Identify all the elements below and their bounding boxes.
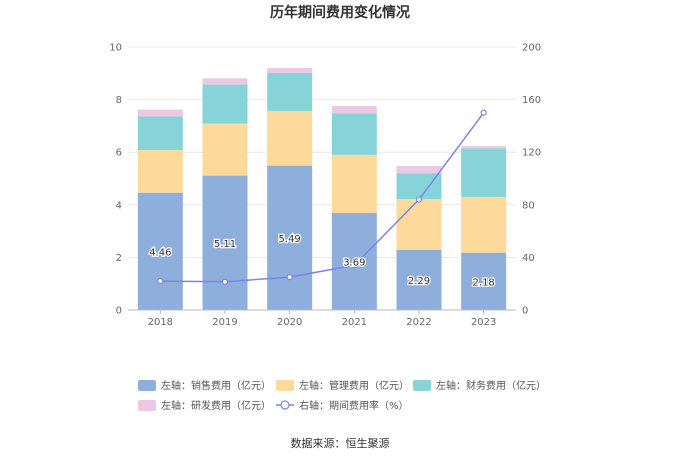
chart-legend: 左轴：销售费用（亿元） 左轴：管理费用（亿元） 左轴：财务费用（亿元） 左轴：研发费用… bbox=[138, 379, 546, 412]
right-y-tick-label: 40 bbox=[522, 253, 535, 264]
bar-segment-series-1 bbox=[202, 175, 248, 310]
left-y-tick-label: 4 bbox=[116, 200, 122, 211]
chart-title: 历年期间费用变化情况 bbox=[270, 4, 410, 21]
bar-segment-series-3 bbox=[202, 84, 248, 124]
left-y-axis: 0 2 4 6 8 10 bbox=[109, 43, 122, 317]
rate-line-point bbox=[351, 262, 358, 269]
legend-label: 左轴：财务费用（亿元） bbox=[436, 379, 546, 392]
bar-segment-series-2 bbox=[267, 110, 313, 166]
bar-segment-series-1 bbox=[137, 192, 183, 310]
bar-segment-series-3 bbox=[331, 113, 377, 155]
bar-value-label: 4.46 bbox=[149, 247, 171, 258]
rate-line-point bbox=[480, 109, 487, 116]
bar-segment-series-3 bbox=[461, 148, 507, 197]
rate-line-point bbox=[415, 196, 423, 203]
bar-value-label: 3.69 bbox=[343, 257, 365, 268]
bar-segment-series-4 bbox=[396, 165, 442, 174]
legend-label: 右轴：期间费用率（%） bbox=[299, 399, 409, 412]
legend-label: 左轴：管理费用（亿元） bbox=[299, 379, 409, 392]
x-axis-tick-label: 2023 bbox=[471, 317, 496, 328]
legend-label: 左轴：销售费用（亿元） bbox=[161, 379, 271, 392]
legend-swatch bbox=[138, 380, 156, 391]
rate-line-point bbox=[221, 278, 229, 285]
bar-segment-series-2 bbox=[331, 154, 377, 213]
bar-segment-series-1 bbox=[461, 252, 507, 310]
bar-segment-series-2 bbox=[461, 196, 507, 253]
right-y-axis: 0 40 80 120 160 200 bbox=[522, 43, 541, 317]
legend-label: 左轴：研发费用（亿元） bbox=[161, 399, 271, 412]
x-axis: 2018 2019 2020 2021 2022 2023 bbox=[128, 309, 516, 328]
expense-rate-line bbox=[157, 109, 487, 285]
bar-segment-series-1 bbox=[396, 249, 442, 310]
x-axis-tick-label: 2018 bbox=[148, 317, 173, 328]
bar-segment-series-4 bbox=[461, 146, 507, 149]
left-y-tick-label: 6 bbox=[116, 148, 122, 159]
x-axis-tick-label: 2022 bbox=[406, 317, 431, 328]
legend-swatch bbox=[138, 400, 156, 411]
bar-segment-series-4 bbox=[267, 68, 313, 74]
bar-value-label: 2.29 bbox=[408, 276, 430, 287]
legend-swatch bbox=[276, 380, 294, 391]
bar-segment-series-2 bbox=[396, 199, 442, 250]
left-y-tick-label: 8 bbox=[116, 95, 122, 106]
bar-segment-series-4 bbox=[137, 109, 183, 117]
bar-segment-series-3 bbox=[267, 73, 313, 111]
right-y-tick-label: 160 bbox=[522, 95, 541, 106]
bar-segment-series-4 bbox=[202, 78, 248, 85]
x-axis-tick-label: 2019 bbox=[212, 317, 237, 328]
right-y-tick-label: 0 bbox=[522, 306, 528, 317]
left-y-tick-label: 10 bbox=[109, 43, 122, 54]
right-y-tick-label: 200 bbox=[522, 43, 541, 54]
rate-line-point bbox=[157, 277, 164, 285]
right-y-tick-label: 120 bbox=[522, 148, 541, 159]
bar-segment-series-1 bbox=[331, 212, 377, 310]
bar-value-label: 2.18 bbox=[473, 277, 495, 288]
legend-line-marker bbox=[280, 400, 290, 410]
left-y-tick-label: 0 bbox=[116, 306, 122, 317]
bar-segment-series-1 bbox=[267, 165, 313, 310]
bar-segment-series-4 bbox=[331, 106, 377, 114]
bar-data-labels: 4.46 5.11 5.49 3.69 2.29 2.18 bbox=[148, 233, 496, 290]
stacked-bars bbox=[137, 68, 507, 310]
bar-value-label: 5.49 bbox=[279, 234, 301, 245]
rate-line-point bbox=[286, 274, 293, 281]
legend-swatch bbox=[413, 380, 431, 391]
x-axis-tick-label: 2020 bbox=[277, 317, 302, 328]
bar-segment-series-3 bbox=[396, 173, 442, 200]
bar-value-label: 5.11 bbox=[214, 239, 236, 250]
bar-segment-series-2 bbox=[137, 150, 183, 193]
rate-line-path bbox=[160, 112, 485, 283]
left-y-tick-label: 2 bbox=[116, 253, 122, 264]
bar-segment-series-3 bbox=[137, 116, 183, 151]
bar-segment-series-2 bbox=[202, 123, 248, 176]
right-y-tick-label: 80 bbox=[522, 200, 535, 211]
data-source: 数据来源：恒生聚源 bbox=[291, 436, 390, 450]
x-axis-tick-label: 2021 bbox=[342, 317, 367, 328]
